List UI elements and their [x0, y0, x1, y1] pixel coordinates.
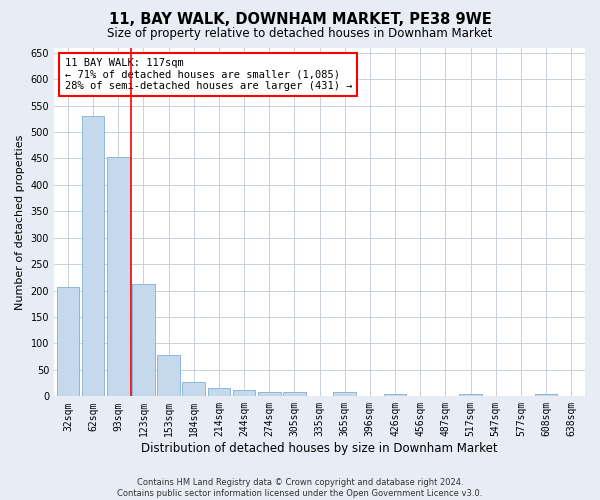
- Bar: [208, 388, 230, 396]
- Text: Size of property relative to detached houses in Downham Market: Size of property relative to detached ho…: [107, 28, 493, 40]
- Bar: [459, 394, 482, 396]
- X-axis label: Distribution of detached houses by size in Downham Market: Distribution of detached houses by size …: [141, 442, 498, 455]
- Text: Contains HM Land Registry data © Crown copyright and database right 2024.
Contai: Contains HM Land Registry data © Crown c…: [118, 478, 482, 498]
- Bar: [233, 390, 256, 396]
- Bar: [182, 382, 205, 396]
- Bar: [283, 392, 305, 396]
- Y-axis label: Number of detached properties: Number of detached properties: [15, 134, 25, 310]
- Bar: [82, 116, 104, 396]
- Bar: [334, 392, 356, 396]
- Bar: [383, 394, 406, 396]
- Bar: [258, 392, 281, 396]
- Bar: [107, 158, 130, 396]
- Bar: [56, 287, 79, 397]
- Text: 11, BAY WALK, DOWNHAM MARKET, PE38 9WE: 11, BAY WALK, DOWNHAM MARKET, PE38 9WE: [109, 12, 491, 28]
- Bar: [132, 284, 155, 397]
- Text: 11 BAY WALK: 117sqm
← 71% of detached houses are smaller (1,085)
28% of semi-det: 11 BAY WALK: 117sqm ← 71% of detached ho…: [65, 58, 352, 91]
- Bar: [157, 355, 180, 397]
- Bar: [535, 394, 557, 396]
